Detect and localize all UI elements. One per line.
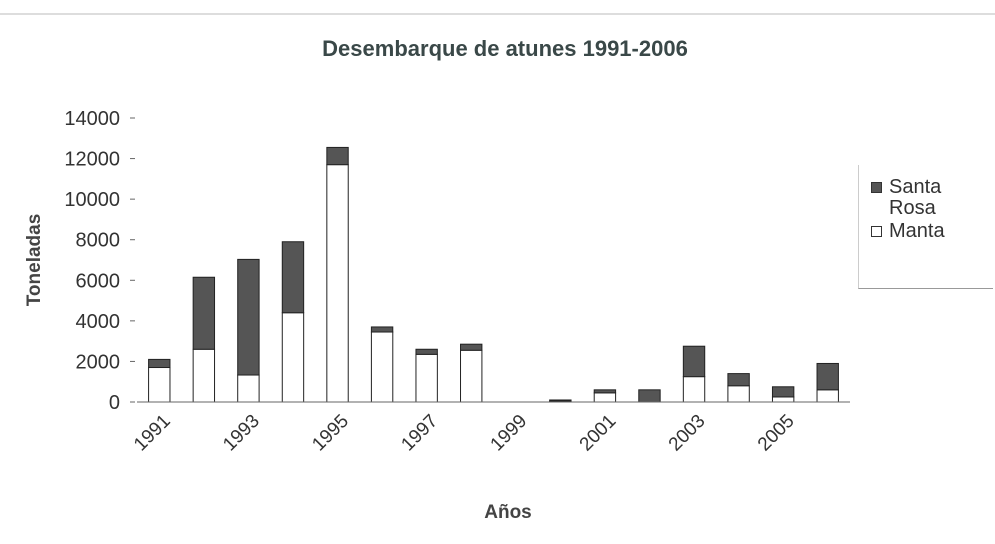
bar-segment bbox=[682, 345, 706, 378]
bar-segment bbox=[148, 367, 171, 403]
bar-segment bbox=[816, 389, 839, 403]
bar-segment bbox=[771, 386, 795, 398]
y-tick-label: 4000 bbox=[76, 311, 121, 333]
y-tick-label: 8000 bbox=[76, 230, 121, 252]
bar-segment bbox=[460, 343, 483, 351]
bar-segment bbox=[593, 389, 617, 394]
bar-segment bbox=[638, 389, 661, 403]
y-tick-label: 14000 bbox=[64, 108, 120, 130]
bar-segment bbox=[415, 348, 438, 355]
legend-label: Manta bbox=[889, 220, 945, 242]
bar-segment bbox=[682, 376, 706, 403]
x-tick-label: 1997 bbox=[397, 411, 442, 456]
bar-segment bbox=[816, 362, 839, 391]
legend-swatch bbox=[871, 226, 882, 237]
bar-segment bbox=[237, 374, 260, 403]
x-tick-label: 2003 bbox=[665, 411, 710, 456]
y-tick-label: 2000 bbox=[76, 351, 121, 373]
y-tick-label: 6000 bbox=[76, 270, 121, 292]
bar-segment bbox=[326, 164, 349, 403]
x-tick-label: 2005 bbox=[754, 411, 799, 456]
y-tick-label: 12000 bbox=[64, 149, 120, 171]
bar-segment bbox=[192, 348, 216, 403]
bar-segment bbox=[237, 258, 260, 376]
bar-segment bbox=[771, 396, 795, 403]
x-axis-label: Años bbox=[484, 502, 532, 523]
x-tick-label: 1995 bbox=[308, 411, 353, 456]
bar-segment bbox=[727, 385, 750, 403]
y-tick-label: 0 bbox=[109, 392, 120, 414]
bar-segment bbox=[370, 326, 394, 333]
legend: Santa Rosa Manta bbox=[858, 165, 993, 289]
x-tick-label: 1999 bbox=[487, 411, 532, 456]
chart-title: Desembarque de atunes 1991-2006 bbox=[322, 36, 688, 61]
y-tick-label: 10000 bbox=[64, 189, 120, 211]
bar-segment bbox=[549, 399, 572, 402]
bar-segment bbox=[192, 276, 216, 350]
bar-segment bbox=[326, 146, 349, 166]
bar-segment bbox=[415, 353, 438, 403]
legend-swatch bbox=[871, 182, 882, 193]
bar-segment bbox=[281, 312, 305, 403]
x-tick-label: 2001 bbox=[576, 411, 621, 456]
bar-segment bbox=[727, 373, 750, 387]
legend-entry: Manta bbox=[871, 220, 984, 242]
bar-segment bbox=[593, 392, 617, 403]
legend-label: Santa Rosa bbox=[889, 176, 942, 219]
bar-segment bbox=[370, 331, 394, 403]
y-axis-label: Toneladas bbox=[24, 214, 45, 307]
legend-entry: Santa Rosa bbox=[871, 176, 984, 219]
bar-segment bbox=[148, 358, 171, 369]
x-tick-label: 1991 bbox=[130, 411, 175, 456]
bar-segment bbox=[460, 349, 483, 403]
bar-segment bbox=[281, 241, 305, 314]
x-tick-label: 1993 bbox=[219, 411, 264, 456]
